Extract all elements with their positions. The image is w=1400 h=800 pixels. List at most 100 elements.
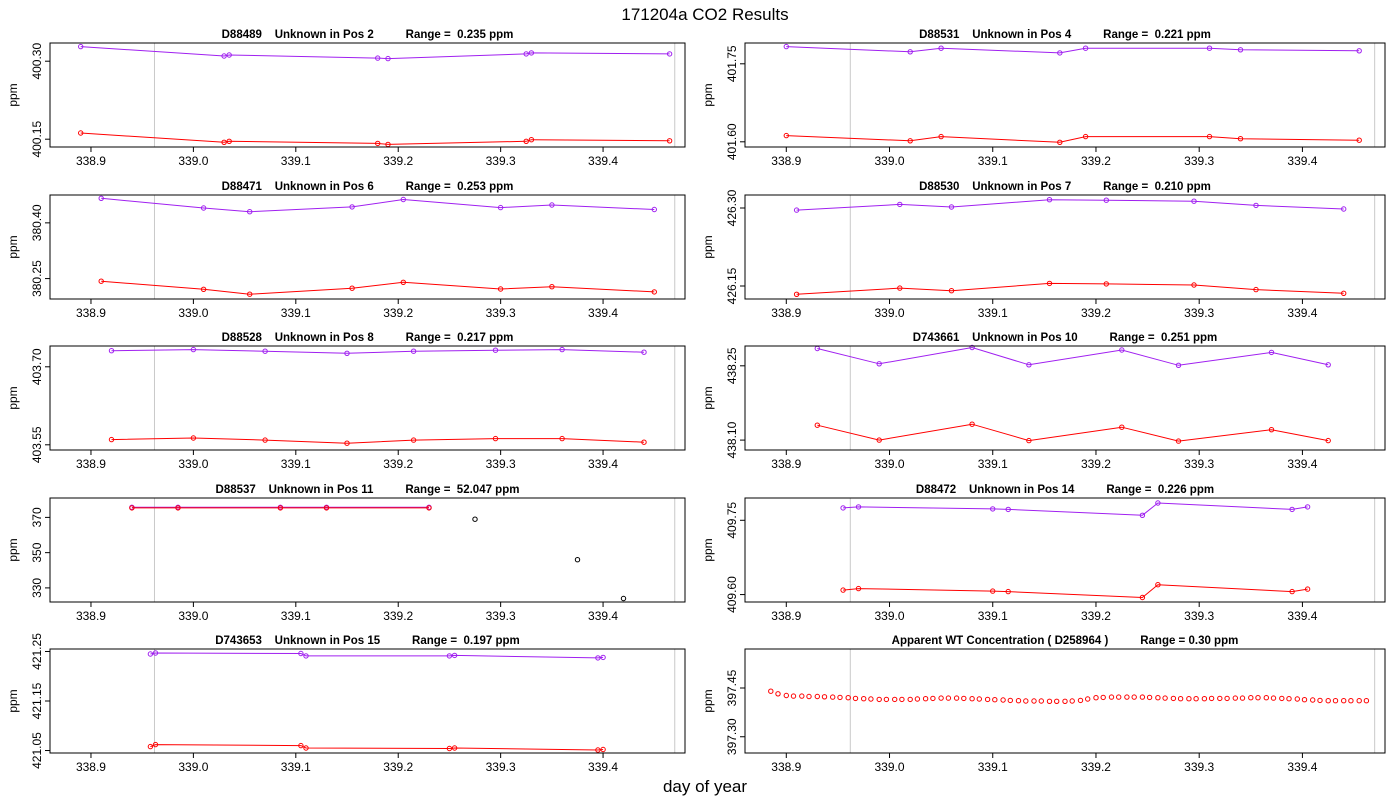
data-point xyxy=(1046,280,1053,287)
data-point xyxy=(303,653,309,659)
x-tick-label: 338.9 xyxy=(771,306,801,320)
data-point xyxy=(837,694,843,701)
data-point xyxy=(1304,504,1311,510)
data-point xyxy=(1119,347,1125,353)
x-tick-label: 339.0 xyxy=(875,154,905,168)
data-point xyxy=(1263,695,1270,701)
x-tick-label: 339.0 xyxy=(178,760,208,774)
data-point xyxy=(497,286,504,292)
series-2 xyxy=(78,130,673,148)
data-point xyxy=(528,50,535,56)
x-tick-label: 338.9 xyxy=(771,154,801,168)
data-point xyxy=(855,585,862,592)
y-axis-label: ppm xyxy=(6,538,20,561)
y-tick-label: 380.40 xyxy=(30,204,44,241)
x-tick-label: 338.9 xyxy=(76,306,106,320)
data-point xyxy=(907,49,913,55)
x-tick-label: 339.2 xyxy=(383,457,413,471)
data-point xyxy=(868,696,874,702)
series-1 xyxy=(768,688,1370,704)
data-point xyxy=(1286,696,1292,702)
data-point xyxy=(775,691,781,697)
data-point xyxy=(78,43,84,50)
data-point xyxy=(948,288,955,294)
chart-panel-9: D743653 Unknown in Pos 15 Range = 0.197 … xyxy=(6,633,686,774)
series-2 xyxy=(783,132,1362,146)
chart-panel-7: D88537 Unknown in Pos 11 Range = 52.047 … xyxy=(6,484,686,623)
data-point xyxy=(1093,695,1099,701)
x-tick-label: 339.2 xyxy=(1081,760,1111,774)
data-point xyxy=(1232,695,1239,701)
panel-title: D743653 Unknown in Pos 15 Range = 0.197 … xyxy=(215,635,520,647)
data-point xyxy=(98,278,104,284)
x-tick-label: 339.3 xyxy=(1184,154,1214,168)
data-point xyxy=(1031,698,1037,704)
x-tick-label: 339.3 xyxy=(1184,306,1214,320)
data-point xyxy=(1363,698,1370,704)
x-tick-label: 339.4 xyxy=(588,609,618,623)
x-tick-label: 338.9 xyxy=(771,609,801,623)
panel-title: D88489 Unknown in Pos 2 Range = 0.235 pp… xyxy=(222,29,514,41)
series-2 xyxy=(98,278,657,297)
y-tick-label: 397.45 xyxy=(725,669,739,706)
series-1 xyxy=(840,500,1311,518)
data-point xyxy=(876,437,882,443)
data-point xyxy=(175,505,181,511)
data-point xyxy=(1304,586,1311,592)
data-point xyxy=(1054,698,1060,704)
data-point xyxy=(1155,695,1161,701)
y-axis-label: ppm xyxy=(6,386,20,409)
data-point xyxy=(344,350,350,356)
data-point xyxy=(1301,697,1308,703)
data-point xyxy=(375,55,381,61)
chart-panel-5: D88528 Unknown in Pos 8 Range = 0.217 pp… xyxy=(6,332,686,471)
y-tick-label: 438.25 xyxy=(725,347,739,384)
x-tick-label: 338.9 xyxy=(76,609,106,623)
data-point xyxy=(497,204,504,211)
data-point xyxy=(938,695,944,701)
data-point xyxy=(298,650,304,657)
x-tick-label: 339.2 xyxy=(383,609,413,623)
y-tick-label: 380.25 xyxy=(30,260,44,297)
data-point xyxy=(1155,500,1161,506)
x-tick-label: 339.2 xyxy=(383,154,413,168)
data-point xyxy=(1356,48,1362,54)
x-tick-label: 339.0 xyxy=(178,306,208,320)
series-line xyxy=(796,282,1344,295)
x-tick-label: 339.3 xyxy=(486,760,516,774)
data-point xyxy=(1356,137,1362,143)
data-point xyxy=(1015,698,1022,704)
data-point xyxy=(492,435,499,442)
series-1 xyxy=(147,650,606,661)
x-tick-label: 339.4 xyxy=(1287,306,1317,320)
series-line xyxy=(150,652,604,659)
y-tick-label: 421.05 xyxy=(30,732,44,769)
series-1 xyxy=(78,43,673,62)
chart-panel-2: D88531 Unknown in Pos 4 Range = 0.221 pp… xyxy=(701,29,1386,168)
data-point xyxy=(1341,206,1347,212)
data-point xyxy=(1310,697,1316,703)
data-point xyxy=(200,205,207,211)
data-point xyxy=(1253,286,1259,293)
panel-title: D88530 Unknown in Pos 7 Range = 0.210 pp… xyxy=(919,181,1211,193)
x-tick-label: 339.3 xyxy=(486,306,516,320)
series-1 xyxy=(783,43,1362,56)
data-point xyxy=(883,696,890,703)
data-point xyxy=(1124,694,1130,700)
y-tick-label: 370 xyxy=(30,507,44,527)
y-tick-label: 409.75 xyxy=(725,502,739,539)
x-tick-label: 339.2 xyxy=(383,760,413,774)
data-point xyxy=(1325,437,1331,444)
data-point xyxy=(1057,139,1063,146)
y-tick-label: 403.55 xyxy=(30,426,44,463)
data-point xyxy=(559,346,565,353)
series-line xyxy=(80,132,670,145)
chart-panel-4: D88530 Unknown in Pos 7 Range = 0.210 pp… xyxy=(701,181,1386,320)
series-line xyxy=(111,437,645,444)
data-point xyxy=(1217,695,1223,702)
data-point xyxy=(783,132,789,139)
data-point xyxy=(323,505,330,511)
data-point xyxy=(990,588,996,594)
data-point xyxy=(1289,506,1295,513)
y-tick-label: 426.15 xyxy=(725,267,739,304)
